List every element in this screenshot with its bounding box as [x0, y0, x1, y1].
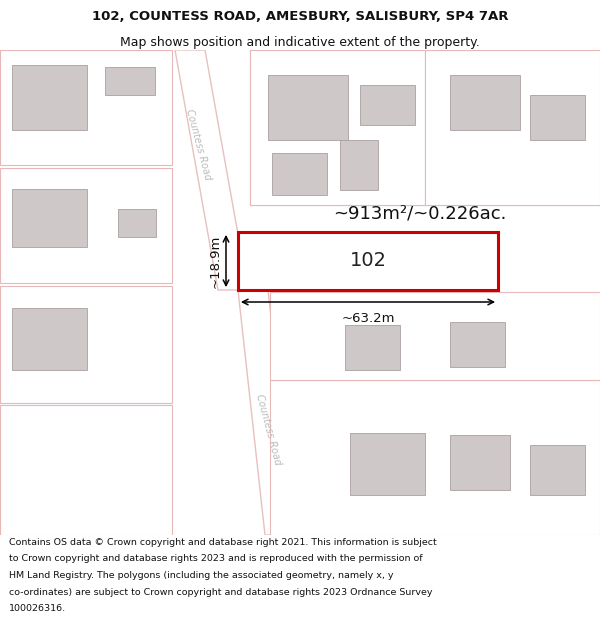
Text: 102, COUNTESS ROAD, AMESBURY, SALISBURY, SP4 7AR: 102, COUNTESS ROAD, AMESBURY, SALISBURY,… — [92, 10, 508, 23]
Bar — [0, 286, 172, 403]
Text: 102: 102 — [349, 251, 386, 271]
Bar — [350, 433, 425, 495]
Text: co-ordinates) are subject to Crown copyright and database rights 2023 Ordnance S: co-ordinates) are subject to Crown copyr… — [9, 588, 433, 597]
Bar — [450, 75, 520, 130]
Bar — [0, 168, 172, 283]
Bar — [450, 435, 510, 490]
Bar — [270, 380, 600, 535]
Bar — [268, 75, 348, 140]
Bar — [250, 50, 600, 205]
Bar — [530, 445, 585, 495]
Text: Contains OS data © Crown copyright and database right 2021. This information is : Contains OS data © Crown copyright and d… — [9, 538, 437, 547]
Text: Countess Road: Countess Road — [254, 393, 283, 467]
Text: 100026316.: 100026316. — [9, 604, 66, 613]
Bar — [12, 308, 87, 370]
Text: ~913m²/~0.226ac.: ~913m²/~0.226ac. — [334, 204, 506, 222]
Bar — [12, 65, 87, 130]
Bar — [360, 85, 415, 125]
Bar — [105, 67, 155, 95]
Text: ~63.2m: ~63.2m — [341, 312, 395, 325]
Bar — [425, 50, 600, 205]
Text: Map shows position and indicative extent of the property.: Map shows position and indicative extent… — [120, 36, 480, 49]
Bar — [272, 153, 327, 195]
Bar — [118, 209, 156, 237]
Bar — [12, 189, 87, 247]
Text: Countess Road: Countess Road — [184, 108, 212, 182]
Bar — [270, 292, 600, 380]
Bar — [450, 322, 505, 367]
Polygon shape — [238, 290, 295, 535]
Bar — [250, 50, 425, 205]
Text: HM Land Registry. The polygons (including the associated geometry, namely x, y: HM Land Registry. The polygons (includin… — [9, 571, 394, 580]
Text: ~18.9m: ~18.9m — [209, 234, 222, 288]
Polygon shape — [175, 50, 248, 290]
Bar — [0, 50, 172, 165]
Text: to Crown copyright and database rights 2023 and is reproduced with the permissio: to Crown copyright and database rights 2… — [9, 554, 422, 563]
Bar — [238, 232, 498, 290]
Bar — [530, 95, 585, 140]
Bar — [345, 325, 400, 370]
Bar — [0, 405, 172, 535]
Bar — [340, 140, 378, 190]
